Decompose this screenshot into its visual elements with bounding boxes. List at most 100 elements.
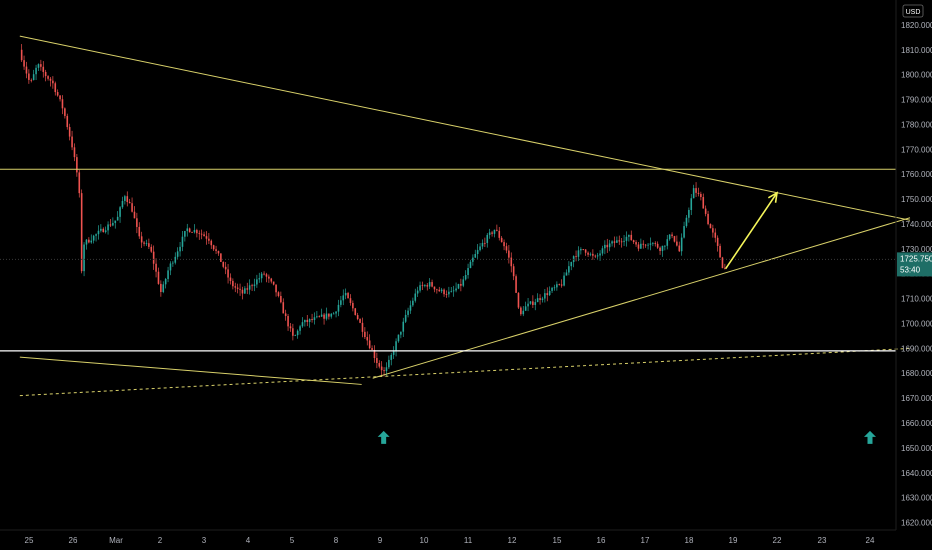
candle-body bbox=[260, 273, 263, 279]
candle-body bbox=[599, 253, 601, 256]
candle-body bbox=[551, 287, 553, 291]
candles-layer bbox=[20, 44, 726, 377]
candle-body bbox=[287, 316, 289, 327]
candle-body bbox=[126, 196, 129, 203]
price-tick-label: 1740.000 bbox=[901, 220, 932, 229]
buy-signal-arrow-icon bbox=[864, 430, 876, 444]
candle-body bbox=[124, 196, 126, 201]
candle-body bbox=[534, 302, 537, 305]
currency-badge[interactable]: USD bbox=[902, 4, 924, 18]
candle-body bbox=[515, 276, 517, 293]
candle-body bbox=[114, 220, 117, 223]
candle-body bbox=[49, 78, 52, 81]
candle-body bbox=[32, 74, 35, 81]
candle-body bbox=[443, 289, 445, 295]
candle-body bbox=[575, 256, 577, 257]
candle-body bbox=[392, 351, 395, 355]
candle-body bbox=[568, 266, 570, 273]
candle-body bbox=[604, 244, 606, 249]
candle-body bbox=[618, 240, 621, 242]
candle-body bbox=[347, 292, 349, 299]
candle-body bbox=[325, 313, 328, 319]
candle-body bbox=[558, 284, 561, 286]
candle-body bbox=[292, 328, 294, 336]
candle-body bbox=[580, 248, 582, 251]
candle-body bbox=[628, 234, 630, 237]
time-tick-label: 2 bbox=[158, 536, 163, 545]
candle-body bbox=[174, 256, 177, 263]
candle-body bbox=[697, 192, 700, 194]
candle-body bbox=[724, 268, 726, 269]
candle-body bbox=[208, 238, 210, 241]
candle-body bbox=[671, 234, 673, 237]
candle-body bbox=[721, 257, 724, 269]
candle-body bbox=[56, 92, 59, 96]
candle-body bbox=[527, 303, 529, 307]
candle-body bbox=[541, 298, 544, 300]
candle-body bbox=[76, 157, 78, 173]
candle-body bbox=[452, 290, 455, 292]
last-price-value: 1725.750 bbox=[900, 254, 932, 263]
candle-body bbox=[517, 292, 520, 308]
price-tick-label: 1700.000 bbox=[901, 319, 932, 328]
candle-body bbox=[438, 289, 441, 292]
candle-body bbox=[100, 228, 102, 231]
candle-body bbox=[704, 208, 707, 214]
candle-body bbox=[121, 200, 124, 208]
candle-body bbox=[656, 243, 659, 248]
candle-body bbox=[510, 257, 513, 267]
projection-arrow-shaft bbox=[725, 192, 778, 270]
candle-body bbox=[116, 216, 119, 221]
time-axis[interactable]: 25 26 Mar 2 3 4 5 8 9 10 11 12 15 16 17 18 19 22 23 24 bbox=[0, 529, 896, 545]
candle-body bbox=[73, 147, 76, 158]
candle-body bbox=[107, 224, 109, 231]
candle-body bbox=[416, 290, 419, 294]
dotted-trendline[interactable] bbox=[19, 347, 911, 397]
time-tick-label: 26 bbox=[69, 536, 78, 545]
lower-left-trendline[interactable] bbox=[19, 356, 362, 385]
candle-body bbox=[200, 233, 203, 235]
candle-body bbox=[323, 314, 325, 319]
time-tick-label: 5 bbox=[290, 536, 295, 545]
candle-body bbox=[563, 275, 565, 286]
candle-body bbox=[652, 243, 654, 244]
candle-body bbox=[253, 284, 256, 287]
time-tick-label: Mar bbox=[109, 536, 123, 545]
candle-body bbox=[222, 261, 225, 267]
candle-body bbox=[217, 250, 220, 254]
candle-body bbox=[582, 248, 585, 250]
lower-trendline[interactable] bbox=[372, 217, 911, 379]
drawings-layer bbox=[0, 35, 911, 444]
candle-body bbox=[680, 237, 683, 252]
candle-body bbox=[83, 244, 85, 272]
candle-body bbox=[407, 310, 409, 315]
time-tick-label: 4 bbox=[246, 536, 251, 545]
candle-body bbox=[109, 224, 112, 226]
currency-label: USD bbox=[906, 9, 921, 16]
candle-body bbox=[232, 280, 234, 287]
candle-body bbox=[428, 282, 431, 287]
projection-arrow[interactable] bbox=[725, 191, 779, 270]
time-tick-label: 3 bbox=[202, 536, 207, 545]
price-axis[interactable]: 1620.000 1630.000 1640.000 1650.000 1660.000… bbox=[895, 0, 932, 530]
time-tick-label: 15 bbox=[553, 536, 562, 545]
candle-body bbox=[35, 67, 37, 75]
candle-body bbox=[258, 278, 261, 280]
candle-body bbox=[248, 285, 251, 290]
candle-body bbox=[383, 370, 385, 372]
candle-body bbox=[486, 234, 489, 243]
candle-body bbox=[469, 261, 472, 269]
candle-body bbox=[246, 288, 249, 290]
price-tick-label: 1630.000 bbox=[901, 494, 932, 503]
candle-body bbox=[61, 99, 64, 109]
time-tick-label: 11 bbox=[464, 536, 473, 545]
candle-body bbox=[522, 310, 525, 315]
candle-body bbox=[359, 319, 361, 323]
time-tick-label: 19 bbox=[729, 536, 738, 545]
candle-body bbox=[294, 335, 297, 336]
candle-body bbox=[402, 321, 405, 332]
candle-body bbox=[436, 289, 438, 291]
upper-trendline[interactable] bbox=[19, 35, 911, 221]
candle-body bbox=[493, 229, 496, 234]
